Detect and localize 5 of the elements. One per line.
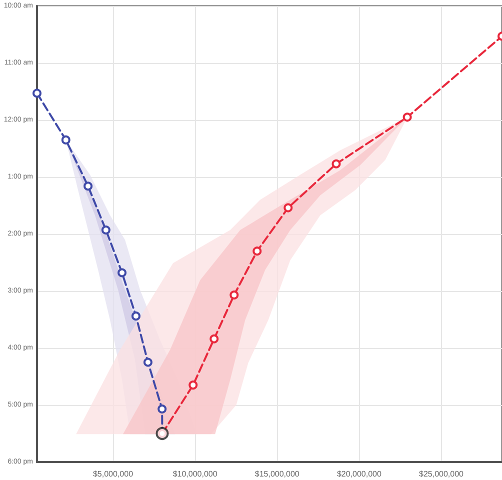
x-tick-label: $25,000,000: [419, 470, 464, 478]
x-tick-label: $15,000,000: [254, 470, 300, 478]
x-tick-label: $10,000,000: [172, 470, 218, 478]
x-tick-label: $20,000,000: [336, 470, 382, 478]
x-tick-label: $5,000,000: [92, 470, 134, 478]
